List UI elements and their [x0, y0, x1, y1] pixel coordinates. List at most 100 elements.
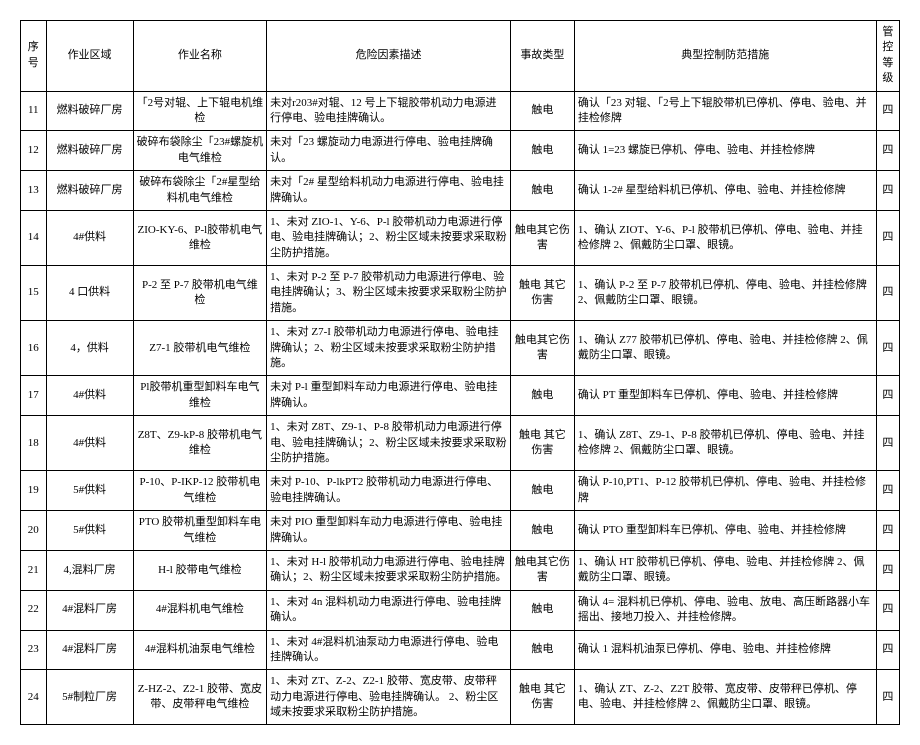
- cell-measure: 确认 1-2# 星型给料机已停机、停电、验电、并挂检修牌: [574, 171, 876, 211]
- cell-seq: 23: [21, 630, 47, 670]
- cell-name: H-l 胶带电气维检: [133, 550, 267, 590]
- cell-measure: 1、确认 HT 胶带机已停机、停电、验电、并挂检修牌 2、佩戴防尘口罩、眼镜。: [574, 550, 876, 590]
- table-row: 205#供料PTO 胶带机重型卸料车电气维检未对 PIO 重型卸料车动力电源进行…: [21, 511, 900, 551]
- cell-seq: 22: [21, 590, 47, 630]
- col-desc: 危险因素描述: [267, 21, 511, 92]
- table-row: 164，供料Z7-1 胶带机电气维检1、未对 Z7-I 胶带机动力电源进行停电、…: [21, 321, 900, 376]
- cell-level: 四: [876, 511, 899, 551]
- cell-area: 4 口供料: [46, 266, 133, 321]
- cell-area: 5#供料: [46, 471, 133, 511]
- cell-measure: 1、确认 Z77 胶带机已停机、停电、验电、并挂检修牌 2、佩戴防尘口罩、眼镜。: [574, 321, 876, 376]
- cell-type: 触电: [510, 91, 574, 131]
- cell-level: 四: [876, 670, 899, 725]
- table-row: 195#供料P-10、P-IKP-12 胶带机电气维检未对 P-10、P-lkP…: [21, 471, 900, 511]
- cell-measure: 1、确认 ZT、Z-2、Z2T 胶带、宽皮带、皮带秤已停机、停电、验电、并挂检修…: [574, 670, 876, 725]
- col-type: 事故类型: [510, 21, 574, 92]
- cell-name: P-2 至 P-7 胶带机电气维检: [133, 266, 267, 321]
- cell-measure: 1、确认 P-2 至 P-7 胶带机已停机、停电、验电、并挂检修牌 2、佩戴防尘…: [574, 266, 876, 321]
- cell-type: 触电: [510, 471, 574, 511]
- cell-area: 5#供料: [46, 511, 133, 551]
- cell-seq: 24: [21, 670, 47, 725]
- cell-name: 4#混料机电气维检: [133, 590, 267, 630]
- cell-type: 触电其它伤害: [510, 321, 574, 376]
- cell-desc: 未对「2# 星型给料机动力电源进行停电、验电挂牌确认。: [267, 171, 511, 211]
- cell-name: 破碎布袋除尘「2#星型给料机电气维检: [133, 171, 267, 211]
- cell-desc: 1、未对 H-l 胶带机动力电源进行停电、验电挂牌确认；2、粉尘区域未按要求采取…: [267, 550, 511, 590]
- risk-table: 序号 作业区域 作业名称 危险因素描述 事故类型 典型控制防范措施 管控等级 1…: [20, 20, 900, 725]
- cell-desc: 未对「23 螺旋动力电源进行停电、验电挂牌确认。: [267, 131, 511, 171]
- cell-seq: 21: [21, 550, 47, 590]
- cell-type: 触电 其它伤害: [510, 670, 574, 725]
- cell-seq: 20: [21, 511, 47, 551]
- cell-level: 四: [876, 630, 899, 670]
- table-row: 174#供料Pl胶带机重型卸料车电气维检未对 P-l 重型卸料车动力电源进行停电…: [21, 376, 900, 416]
- cell-seq: 18: [21, 416, 47, 471]
- cell-type: 触电: [510, 630, 574, 670]
- cell-seq: 11: [21, 91, 47, 131]
- cell-seq: 16: [21, 321, 47, 376]
- cell-level: 四: [876, 131, 899, 171]
- col-name: 作业名称: [133, 21, 267, 92]
- cell-level: 四: [876, 210, 899, 265]
- table-row: 214,混料厂房H-l 胶带电气维检1、未对 H-l 胶带机动力电源进行停电、验…: [21, 550, 900, 590]
- table-row: 144#供料ZIO-KY-6、P-l胶带机电气维检1、未对 ZIO-1、Y-6、…: [21, 210, 900, 265]
- cell-seq: 13: [21, 171, 47, 211]
- cell-desc: 1、未对 P-2 至 P-7 胶带机动力电源进行停电、验电挂牌确认；3、粉尘区域…: [267, 266, 511, 321]
- cell-seq: 14: [21, 210, 47, 265]
- cell-name: P-10、P-IKP-12 胶带机电气维检: [133, 471, 267, 511]
- header-row: 序号 作业区域 作业名称 危险因素描述 事故类型 典型控制防范措施 管控等级: [21, 21, 900, 92]
- cell-name: Pl胶带机重型卸料车电气维检: [133, 376, 267, 416]
- cell-type: 触电: [510, 131, 574, 171]
- cell-name: Z7-1 胶带机电气维检: [133, 321, 267, 376]
- table-row: 11燃料破碎厂房「2号对辊、上下辊电机维检未对r203#对辊、12 号上下辊胶带…: [21, 91, 900, 131]
- col-level: 管控等级: [876, 21, 899, 92]
- cell-desc: 1、未对 Z7-I 胶带机动力电源进行停电、验电挂牌确认；2、粉尘区域未按要求采…: [267, 321, 511, 376]
- table-row: 234#混料厂房4#混料机油泵电气维检1、未对 4#混料机油泵动力电源进行停电、…: [21, 630, 900, 670]
- cell-seq: 17: [21, 376, 47, 416]
- cell-level: 四: [876, 471, 899, 511]
- cell-type: 触电: [510, 171, 574, 211]
- cell-name: 4#混料机油泵电气维检: [133, 630, 267, 670]
- cell-measure: 确认 PTO 重型卸料车已停机、停电、验电、并挂检修牌: [574, 511, 876, 551]
- table-row: 12燃料破碎厂房破碎布袋除尘「23#螺旋机电气维检未对「23 螺旋动力电源进行停…: [21, 131, 900, 171]
- cell-measure: 1、确认 Z8T、Z9-1、P-8 胶带机已停机、停电、验电、并挂检修牌 2、佩…: [574, 416, 876, 471]
- cell-seq: 12: [21, 131, 47, 171]
- cell-desc: 1、未对 ZT、Z-2、Z2-1 胶带、宽皮带、皮带秤动力电源进行停电、验电挂牌…: [267, 670, 511, 725]
- table-row: 245#制粒厂房Z-HZ-2、Z2-1 胶带、宽皮带、皮带秤电气维检1、未对 Z…: [21, 670, 900, 725]
- table-row: 154 口供料P-2 至 P-7 胶带机电气维检1、未对 P-2 至 P-7 胶…: [21, 266, 900, 321]
- cell-level: 四: [876, 266, 899, 321]
- cell-measure: 确认 P-10,PT1、P-12 胶带机已停机、停电、验电、并挂检修牌: [574, 471, 876, 511]
- cell-level: 四: [876, 416, 899, 471]
- cell-desc: 未对 PIO 重型卸料车动力电源进行停电、验电挂牌确认。: [267, 511, 511, 551]
- cell-level: 四: [876, 550, 899, 590]
- cell-level: 四: [876, 171, 899, 211]
- cell-area: 燃料破碎厂房: [46, 91, 133, 131]
- cell-desc: 未对r203#对辊、12 号上下辊胶带机动力电源进行停电、验电挂牌确认。: [267, 91, 511, 131]
- col-area: 作业区域: [46, 21, 133, 92]
- cell-name: 破碎布袋除尘「23#螺旋机电气维检: [133, 131, 267, 171]
- cell-desc: 1、未对 4#混料机油泵动力电源进行停电、验电挂牌确认。: [267, 630, 511, 670]
- cell-area: 4#供料: [46, 376, 133, 416]
- cell-measure: 确认 1=23 螺旋已停机、停电、验电、并挂检修牌: [574, 131, 876, 171]
- cell-desc: 未对 P-l 重型卸料车动力电源进行停电、验电挂牌确认。: [267, 376, 511, 416]
- cell-name: 「2号对辊、上下辊电机维检: [133, 91, 267, 131]
- cell-type: 触电 其它伤害: [510, 266, 574, 321]
- cell-area: 4,混料厂房: [46, 550, 133, 590]
- cell-desc: 1、未对 4n 混料机动力电源进行停电、验电挂牌确认。: [267, 590, 511, 630]
- cell-measure: 确认 1 混料机油泵已停机、停电、验电、并挂检修牌: [574, 630, 876, 670]
- cell-measure: 确认 PT 重型卸料车已停机、停电、验电、并挂检修牌: [574, 376, 876, 416]
- cell-name: Z-HZ-2、Z2-1 胶带、宽皮带、皮带秤电气维检: [133, 670, 267, 725]
- col-seq: 序号: [21, 21, 47, 92]
- cell-name: PTO 胶带机重型卸料车电气维检: [133, 511, 267, 551]
- cell-level: 四: [876, 321, 899, 376]
- cell-area: 4#供料: [46, 416, 133, 471]
- cell-area: 4，供料: [46, 321, 133, 376]
- cell-type: 触电其它伤害: [510, 210, 574, 265]
- cell-area: 燃料破碎厂房: [46, 171, 133, 211]
- cell-measure: 确认「23 对辊、「2号上下辊胶带机已停机、停电、验电、并挂检修牌: [574, 91, 876, 131]
- cell-level: 四: [876, 91, 899, 131]
- cell-area: 4#供料: [46, 210, 133, 265]
- cell-area: 4#混料厂房: [46, 630, 133, 670]
- cell-seq: 19: [21, 471, 47, 511]
- cell-type: 触电: [510, 590, 574, 630]
